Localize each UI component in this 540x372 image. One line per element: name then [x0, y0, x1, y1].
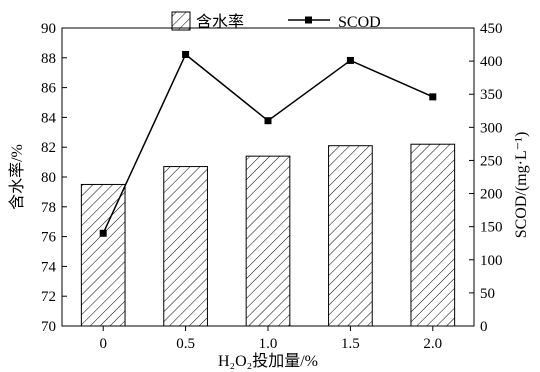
line-series [99, 50, 437, 237]
y2-axis-title: SCOD/(mg·L⁻¹) [513, 132, 530, 239]
y-tick-label: 74 [41, 259, 57, 275]
x-tick-label: 1.0 [259, 336, 278, 352]
y2-tick-label: 150 [480, 220, 503, 236]
line-point [346, 56, 354, 64]
y-tick-label: 86 [41, 81, 57, 97]
bar [245, 155, 291, 327]
bar [328, 145, 373, 327]
y-tick-label: 82 [41, 140, 56, 156]
x-axis-title: H₂O₂投加量/% [218, 352, 318, 370]
y-tick-label: 78 [41, 200, 56, 216]
x-axis: 0 0.5 1.0 1.5 2.0 [99, 326, 442, 352]
y-axis-title: 含水率/% [8, 144, 26, 210]
legend-line-marker [305, 16, 312, 24]
bar [163, 166, 208, 327]
line-point [99, 229, 107, 237]
line-point [182, 50, 190, 58]
left-axis: 70 72 74 76 78 80 82 84 86 88 90 [41, 21, 67, 335]
bar [410, 143, 456, 327]
y-tick-label: 84 [41, 110, 57, 126]
y2-tick-label: 0 [480, 319, 488, 335]
x-tick-label: 2.0 [423, 336, 442, 352]
legend: 含水率 SCOD [171, 11, 381, 31]
y2-tick-label: 250 [480, 153, 503, 169]
y-tick-label: 72 [41, 289, 56, 305]
y2-tick-label: 200 [480, 187, 503, 203]
y2-tick-label: 100 [480, 253, 503, 269]
y2-tick-label: 350 [480, 87, 503, 103]
y2-tick-label: 400 [480, 54, 503, 70]
right-axis: 0 50 100 150 200 250 300 350 400 450 [469, 21, 503, 335]
x-tick-label: 0.5 [176, 336, 195, 352]
y-tick-label: 90 [41, 21, 56, 37]
y2-tick-label: 450 [480, 21, 503, 37]
bar-series [80, 143, 456, 327]
legend-line-label: SCOD [338, 14, 381, 31]
y-tick-label: 88 [41, 51, 56, 67]
legend-bar-swatch [171, 11, 191, 31]
x-tick-label: 1.5 [341, 336, 360, 352]
bar [80, 183, 126, 327]
line-point [429, 93, 437, 101]
legend-bar-label: 含水率 [196, 13, 244, 31]
y-tick-label: 80 [41, 170, 56, 186]
y-tick-label: 76 [41, 230, 57, 246]
y-tick-label: 70 [41, 319, 56, 335]
y2-tick-label: 300 [480, 120, 503, 136]
line-point [264, 117, 272, 125]
y2-tick-label: 50 [480, 286, 495, 302]
x-tick-label: 0 [99, 336, 107, 352]
